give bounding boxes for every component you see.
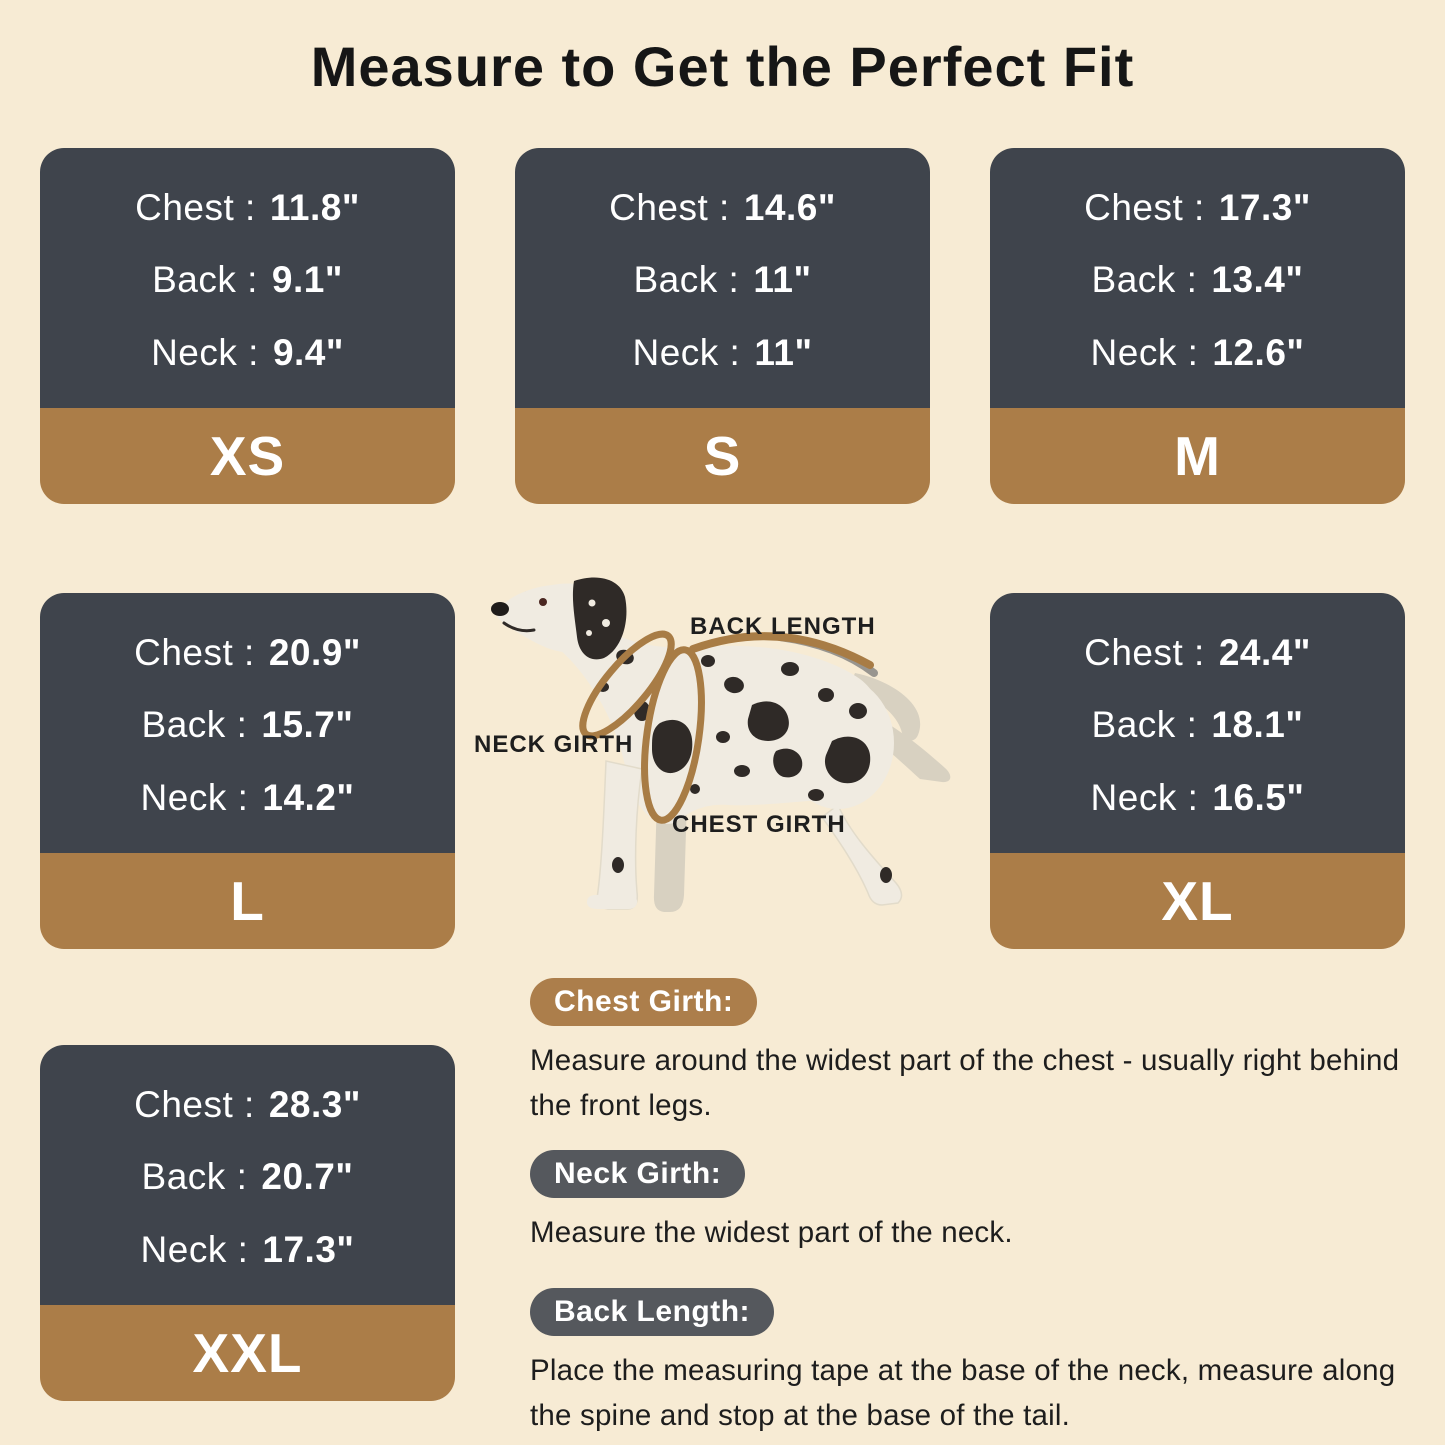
- measurement-label: Back :: [141, 1156, 248, 1197]
- back-length-section: Back Length: Place the measuring tape at…: [530, 1288, 1435, 1438]
- measurement-row: Back : 11": [634, 259, 812, 301]
- chest-girth-label: CHEST GIRTH: [672, 811, 846, 838]
- measurement-value: 13.4": [1211, 259, 1304, 300]
- measurement-label: Back :: [1091, 259, 1198, 300]
- measurement-row: Neck : 17.3": [141, 1229, 355, 1271]
- size-card-measurements: Chest : 14.6" Back : 11" Neck : 11": [515, 148, 930, 408]
- measurement-value: 20.9": [268, 631, 361, 673]
- page-title: Measure to Get the Perfect Fit: [310, 35, 1135, 98]
- back-length-badge: Back Length:: [530, 1288, 775, 1336]
- size-card-xxl: Chest : 28.3" Back : 20.7" Neck : 17.3" XXL: [40, 1045, 455, 1401]
- size-card-xs: Chest : 11.8" Back : 9.1" Neck : 9.4" XS: [40, 148, 455, 504]
- measurement-value: 17.3": [262, 1228, 355, 1270]
- size-card-xl: Chest : 24.4" Back : 18.1" Neck : 16.5" XL: [990, 593, 1405, 949]
- measurement-row: Neck : 9.4": [151, 332, 344, 374]
- size-card-l: Chest : 20.9" Back : 15.7" Neck : 14.2" L: [40, 593, 455, 949]
- chest-girth-badge: Chest Girth:: [530, 978, 758, 1026]
- measurement-label: Chest :: [134, 1083, 255, 1125]
- measurement-row: Back : 15.7": [142, 704, 354, 746]
- measurement-row: Chest : 20.9": [134, 632, 361, 674]
- measurement-label: Chest :: [134, 631, 255, 673]
- size-card-m: Chest : 17.3" Back : 13.4" Neck : 12.6" M: [990, 148, 1405, 504]
- chest-girth-loop: [641, 646, 705, 824]
- measurement-row: Chest : 17.3": [1084, 187, 1311, 229]
- measurement-row: Back : 18.1": [1092, 704, 1304, 746]
- measurement-label: Neck :: [1090, 331, 1199, 373]
- measurement-row: Back : 13.4": [1092, 259, 1304, 301]
- size-card-measurements: Chest : 17.3" Back : 13.4" Neck : 12.6": [990, 148, 1405, 408]
- measurement-label: Chest :: [135, 186, 256, 228]
- measurement-value: 9.4": [272, 331, 344, 373]
- measurement-indicators: [579, 630, 878, 824]
- neck-girth-description: Measure the widest part of the neck.: [530, 1216, 1013, 1249]
- back-length-description: Place the measuring tape at the base of …: [530, 1354, 1396, 1432]
- measurement-label: Neck :: [140, 1228, 249, 1270]
- measurement-label: Back :: [633, 259, 740, 300]
- measurement-label: Neck :: [632, 331, 741, 373]
- measurement-value: 16.5": [1212, 776, 1305, 818]
- size-card-measurements: Chest : 11.8" Back : 9.1" Neck : 9.4": [40, 148, 455, 408]
- size-label: S: [515, 408, 930, 504]
- measurement-value: 11": [754, 331, 813, 373]
- measurement-row: Chest : 11.8": [135, 187, 360, 229]
- size-label: M: [990, 408, 1405, 504]
- dog-measurement-diagram: BACK LENGTH NECK GIRTH CHEST GIRTH: [440, 565, 1005, 985]
- neck-girth-section: Neck Girth: Measure the widest part of t…: [530, 1150, 1435, 1255]
- measurement-value: 14.6": [743, 186, 836, 228]
- measurement-value: 14.2": [262, 776, 355, 818]
- measurement-value: 15.7": [261, 704, 354, 745]
- measurement-row: Neck : 11": [632, 332, 812, 374]
- measurement-row: Neck : 12.6": [1091, 332, 1305, 374]
- measurement-value: 24.4": [1218, 631, 1311, 673]
- measurement-value: 20.7": [261, 1156, 354, 1197]
- measurement-value: 9.1": [271, 259, 343, 300]
- chest-girth-description: Measure around the widest part of the ch…: [530, 1044, 1400, 1122]
- back-length-arc: [689, 632, 874, 669]
- neck-girth-badge: Neck Girth:: [530, 1150, 746, 1198]
- size-card-measurements: Chest : 28.3" Back : 20.7" Neck : 17.3": [40, 1045, 455, 1305]
- measurement-value: 17.3": [1218, 186, 1311, 228]
- measurement-label: Chest :: [1084, 186, 1205, 228]
- measurement-label: Chest :: [1084, 631, 1205, 673]
- dog-body-group: [491, 577, 951, 912]
- measurement-label: Back :: [152, 259, 258, 300]
- measurement-value: 12.6": [1212, 331, 1305, 373]
- measurement-value: 18.1": [1211, 704, 1304, 745]
- measurement-row: Back : 20.7": [142, 1156, 354, 1198]
- size-card-measurements: Chest : 20.9" Back : 15.7" Neck : 14.2": [40, 593, 455, 853]
- dog-spots: [523, 591, 892, 883]
- measurement-value: 11": [753, 259, 812, 300]
- measurement-label: Neck :: [140, 776, 249, 818]
- size-label: L: [40, 853, 455, 949]
- size-label: XL: [990, 853, 1405, 949]
- measurement-row: Chest : 14.6": [609, 187, 836, 229]
- neck-girth-label: NECK GIRTH: [474, 731, 634, 758]
- size-label: XS: [40, 408, 455, 504]
- measurement-row: Chest : 28.3": [134, 1084, 361, 1126]
- measurement-row: Chest : 24.4": [1084, 632, 1311, 674]
- measurement-value: 11.8": [269, 186, 360, 228]
- chest-girth-section: Chest Girth: Measure around the widest p…: [530, 978, 1435, 1128]
- measurement-row: Neck : 16.5": [1091, 777, 1305, 819]
- measurement-label: Back :: [1091, 704, 1198, 745]
- measurement-label: Back :: [141, 704, 248, 745]
- measurement-label: Chest :: [609, 186, 730, 228]
- size-card-s: Chest : 14.6" Back : 11" Neck : 11" S: [515, 148, 930, 504]
- measurement-value: 28.3": [268, 1083, 361, 1125]
- measurement-label: Neck :: [151, 331, 259, 373]
- neck-girth-loop: [579, 630, 675, 740]
- measurement-row: Back : 9.1": [152, 259, 343, 301]
- back-length-label: BACK LENGTH: [690, 613, 876, 640]
- size-card-measurements: Chest : 24.4" Back : 18.1" Neck : 16.5": [990, 593, 1405, 853]
- size-label: XXL: [40, 1305, 455, 1401]
- dog-illustration: [491, 577, 951, 912]
- measurement-label: Neck :: [1090, 776, 1199, 818]
- measurement-row: Neck : 14.2": [141, 777, 355, 819]
